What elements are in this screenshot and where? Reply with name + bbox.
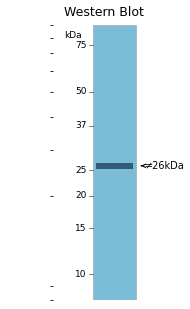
Text: kDa: kDa <box>64 31 82 40</box>
Text: 20: 20 <box>75 191 86 200</box>
Text: 25: 25 <box>75 166 86 175</box>
Text: Western Blot: Western Blot <box>64 6 144 19</box>
Text: 10: 10 <box>75 270 86 279</box>
Text: 15: 15 <box>75 224 86 233</box>
Text: 75: 75 <box>75 41 86 50</box>
Text: 50: 50 <box>75 87 86 96</box>
Bar <box>93 25 136 300</box>
Text: 37: 37 <box>75 121 86 130</box>
Text: ≠26kDa: ≠26kDa <box>145 161 185 171</box>
Bar <box>96 163 133 169</box>
